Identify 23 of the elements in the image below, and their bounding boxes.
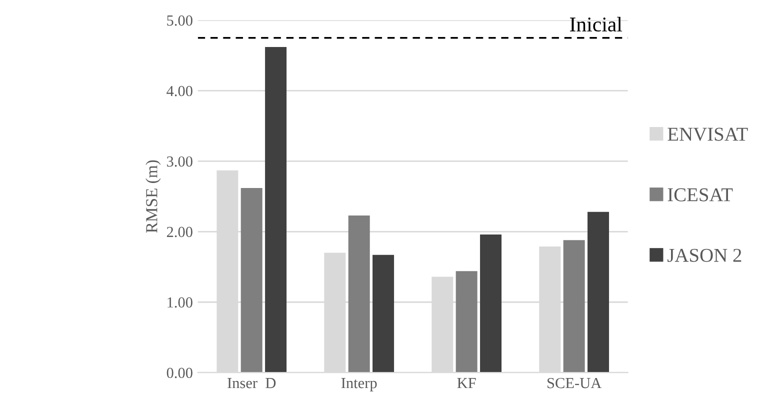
legend-label: JASON 2 — [668, 248, 742, 262]
x-tick-label: Inser D — [228, 378, 276, 388]
x-tick-label: KF — [457, 378, 476, 388]
ref-line-label: Inicial — [570, 16, 622, 32]
x-tick-label: Interp — [341, 378, 377, 392]
y-tick-label: 1.00 — [168, 297, 192, 308]
y-tick-label: 4.00 — [166, 86, 192, 96]
x-tick-label: SCE-UA — [548, 378, 602, 388]
bar — [348, 215, 370, 373]
y-tick-label: 2.00 — [166, 226, 192, 238]
bar — [372, 254, 394, 373]
legend-label: ENVISAT — [668, 128, 748, 141]
bar — [240, 188, 262, 373]
legend-label: ICESAT — [668, 188, 733, 202]
bar — [480, 234, 502, 373]
y-tick-label: 0.00 — [166, 368, 192, 378]
y-tick-label: 5.00 — [167, 15, 192, 26]
bar — [456, 271, 478, 373]
bar — [588, 212, 610, 373]
y-axis-title: RMSE (m) — [146, 160, 161, 233]
bar — [265, 47, 287, 373]
y-tick-label: 3.00 — [166, 156, 192, 167]
bar — [563, 240, 585, 373]
